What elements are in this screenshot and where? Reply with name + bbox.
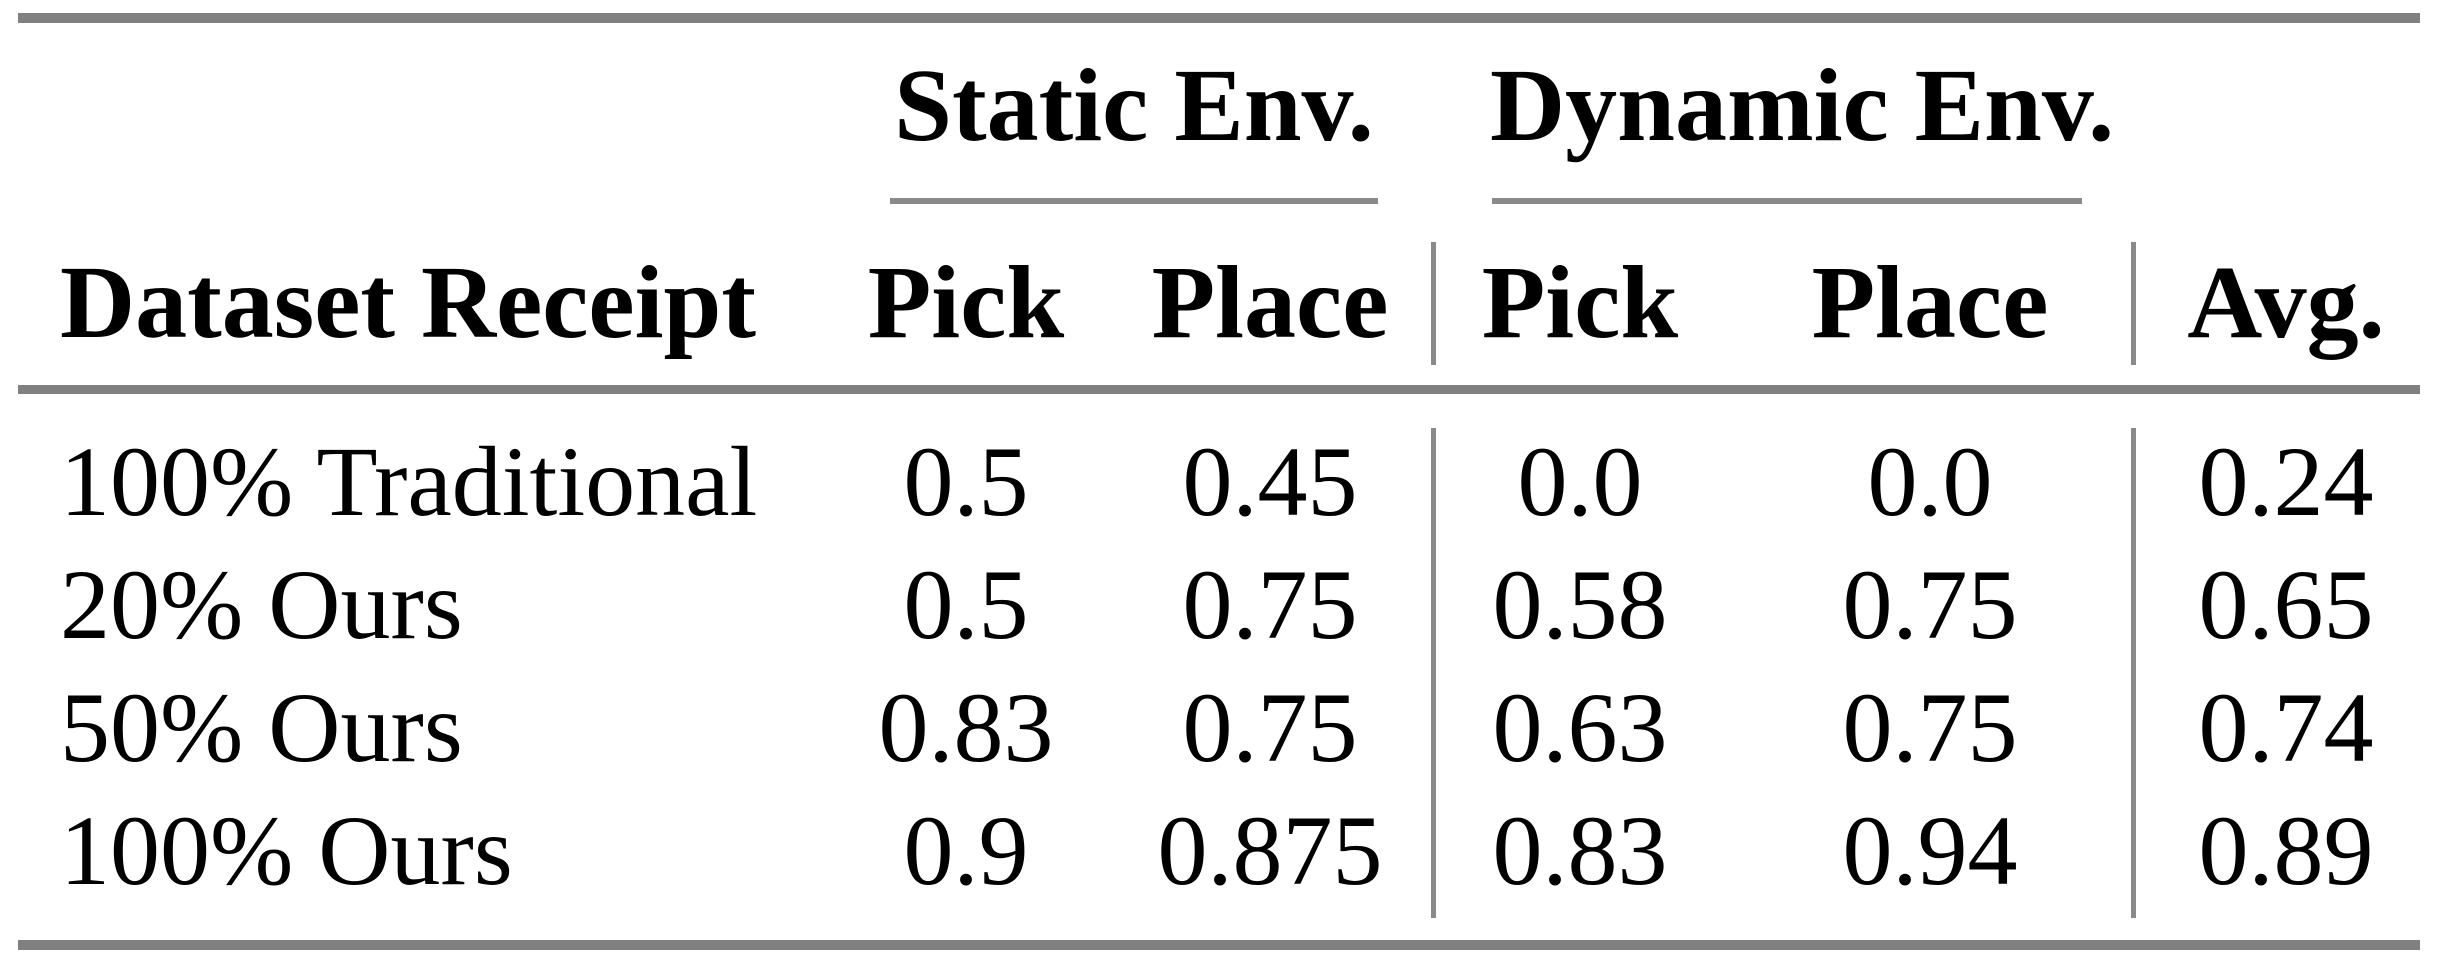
vertical-rule-avg-body [2131, 428, 2136, 918]
column-header-row: Dataset Receipt Pick Place Pick Place Av… [0, 240, 2440, 365]
cell-dynamic-pick: 0.58 [1492, 549, 1668, 660]
cell-dynamic-pick: 0.0 [1517, 426, 1643, 537]
cell-avg: 0.65 [2198, 549, 2374, 660]
column-header-dynamic-pick: Pick [1481, 245, 1679, 360]
vertical-rule-avg-header [2131, 242, 2136, 365]
row-label: 50% Ours [60, 672, 463, 783]
column-header-dynamic-place: Place [1811, 245, 2049, 360]
row-label: 100% Traditional [60, 426, 758, 537]
column-header-dataset-receipt: Dataset Receipt [60, 245, 756, 360]
static-env-cmidrule [890, 198, 1378, 204]
row-label: 100% Ours [60, 795, 513, 906]
cell-avg: 0.24 [2198, 426, 2374, 537]
column-header-avg: Avg. [2187, 245, 2385, 360]
cell-static-pick: 0.9 [903, 795, 1029, 906]
table-row: 100% Ours 0.9 0.875 0.83 0.94 0.89 [0, 789, 2440, 912]
cell-dynamic-pick: 0.83 [1492, 795, 1668, 906]
header-midrule [18, 385, 2420, 394]
cell-dynamic-pick: 0.63 [1492, 672, 1668, 783]
cell-dynamic-place: 0.75 [1842, 549, 2018, 660]
vertical-rule-static-dynamic-header [1431, 242, 1436, 365]
cell-static-pick: 0.83 [878, 672, 1054, 783]
cell-avg: 0.89 [2198, 795, 2374, 906]
group-header-dynamic-env: Dynamic Env. [1490, 48, 2115, 163]
cell-dynamic-place: 0.75 [1842, 672, 2018, 783]
cell-static-pick: 0.5 [903, 549, 1029, 660]
cell-static-place: 0.875 [1157, 795, 1383, 906]
cell-avg: 0.74 [2198, 672, 2374, 783]
bottom-rule [18, 940, 2420, 950]
table-row: 20% Ours 0.5 0.75 0.58 0.75 0.65 [0, 543, 2440, 666]
cell-dynamic-place: 0.0 [1867, 426, 1993, 537]
column-header-static-pick: Pick [867, 245, 1065, 360]
table-row: 50% Ours 0.83 0.75 0.63 0.75 0.74 [0, 666, 2440, 789]
vertical-rule-static-dynamic-body [1431, 428, 1436, 918]
cell-static-place: 0.45 [1182, 426, 1358, 537]
cell-static-place: 0.75 [1182, 672, 1358, 783]
column-header-static-place: Place [1151, 245, 1389, 360]
cell-static-place: 0.75 [1182, 549, 1358, 660]
cell-dynamic-place: 0.94 [1842, 795, 2018, 906]
dynamic-env-cmidrule [1492, 198, 2082, 204]
table-row: 100% Traditional 0.5 0.45 0.0 0.0 0.24 [0, 420, 2440, 543]
cell-static-pick: 0.5 [903, 426, 1029, 537]
group-header-static-env: Static Env. [894, 48, 1374, 163]
top-rule [18, 13, 2420, 23]
row-label: 20% Ours [60, 549, 463, 660]
